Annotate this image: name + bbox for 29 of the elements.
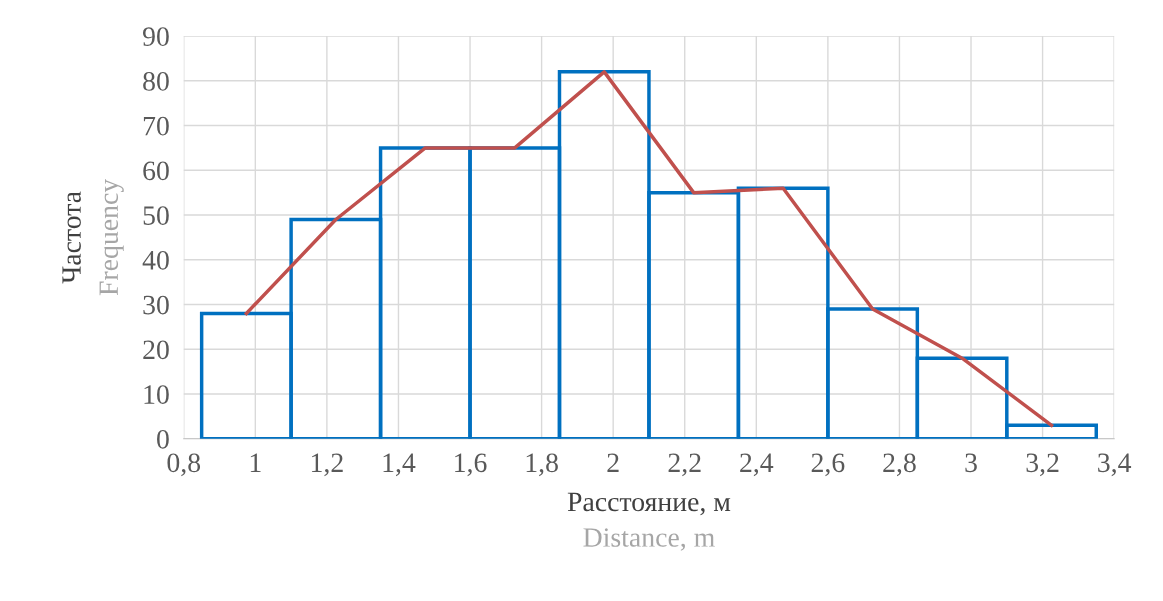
x-tick-label: 3,2 — [1026, 453, 1059, 477]
x-tick-label: 1,8 — [526, 453, 558, 477]
x-tick-label: 1,6 — [455, 453, 487, 477]
x-tick-label: 2 — [607, 453, 619, 472]
x-tick-label: 2,8 — [883, 453, 916, 477]
text: Distance, m — [583, 528, 715, 551]
x-tick-label: 1,4 — [383, 453, 416, 477]
y-tick-label: 10 — [144, 385, 169, 404]
y-tick-label: 90 — [142, 27, 169, 46]
y-tick-label: 0 — [157, 429, 169, 449]
x-tick-label: 3,4 — [1098, 453, 1132, 477]
x-tick-label: 2,4 — [740, 453, 774, 477]
x-tick-label: 2,2 — [668, 453, 701, 477]
x-tick-label: 3 — [965, 453, 977, 473]
y-tick-label: 30 — [143, 295, 169, 315]
x-tick-label: 2,6 — [811, 453, 845, 477]
x-tick-label: 0,8 — [167, 453, 201, 477]
x-axis-title: Расстояние, м — [567, 492, 731, 516]
y-tick-label: 60 — [143, 161, 169, 181]
y-tick-label: 20 — [143, 340, 169, 360]
x-tick-label: 1 — [250, 453, 261, 472]
y-axis-title: Частота — [62, 191, 81, 284]
text: Frequency — [99, 178, 124, 296]
y-tick-label: 50 — [143, 206, 169, 225]
line-series — [244, 70, 1054, 428]
x-tick-label: 1,2 — [311, 453, 343, 477]
y-tick-label: 40 — [142, 250, 169, 270]
y-tick-label: 80 — [143, 71, 169, 91]
y-tick-label: 70 — [143, 116, 169, 136]
